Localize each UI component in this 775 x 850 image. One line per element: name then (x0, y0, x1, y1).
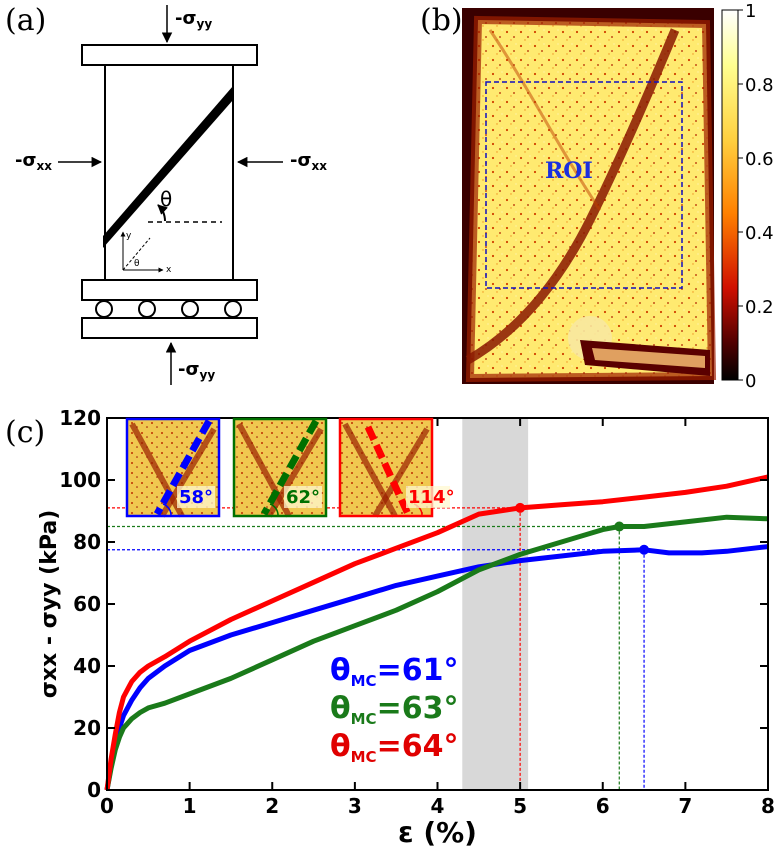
peak-marker-blue (639, 544, 650, 555)
inset-label-bg (177, 486, 215, 508)
top-plate (81, 44, 258, 66)
sigma-xx-left-label: -σxx (15, 150, 52, 173)
inset-frame (338, 417, 434, 518)
x-tick-label: 5 (513, 794, 527, 818)
x-tick-label: 1 (183, 794, 197, 818)
axis-theta-label: θ (134, 259, 140, 269)
peak-marker-red (515, 502, 526, 513)
secondary-band (488, 29, 602, 211)
mc-angle-labels: θMC=61°θMC=63°θMC=64° (330, 653, 458, 766)
x-tick-label: 8 (761, 794, 775, 818)
mc-angle-label: θMC=63° (330, 691, 458, 728)
x-tick-label: 7 (678, 794, 692, 818)
x-tick-label: 2 (265, 794, 279, 818)
shear-band (103, 86, 233, 248)
inset-frame (232, 417, 328, 518)
y-tick-label: 0 (87, 778, 101, 802)
inset-3: 114° (338, 417, 455, 518)
sigma-xx-right-label: -σxx (290, 150, 327, 173)
axis-x-label: x (166, 265, 172, 275)
axis-y-label: y (126, 231, 132, 241)
theta-label: θ (160, 187, 172, 211)
y-tick-label: 100 (59, 468, 101, 492)
inset-dashed-line (260, 419, 320, 516)
y-axis-label: σxx - σyy (kPa) (37, 510, 62, 699)
sample-edge (465, 15, 717, 383)
colorbar-tick-label: 0.8 (745, 75, 774, 96)
colorbar (721, 9, 739, 381)
peak-marker-green (614, 521, 625, 532)
x-axis-label: ε (%) (398, 816, 477, 849)
y-tick-label: 80 (73, 530, 101, 554)
inset-label-bg (284, 486, 322, 508)
panel-a-label: (a) (5, 3, 46, 38)
x-tick-label: 0 (100, 794, 114, 818)
colorbar-tick-label: 0.4 (745, 223, 774, 244)
inset-band (266, 427, 324, 518)
inset-label-bg (406, 486, 450, 508)
roi-box (485, 81, 683, 289)
bottom-plate (81, 279, 258, 301)
inset-angle-label: 62° (286, 487, 320, 508)
inset-2: 62° (232, 417, 328, 518)
mc-angle-label: θMC=64° (330, 729, 458, 766)
y-tick-label: 20 (73, 716, 101, 740)
inset-1: 58° (125, 417, 221, 518)
panel-b: (b) ROI 1 0.8 0.6 0.4 0.2 0 (420, 1, 774, 392)
series-line-red (104, 474, 769, 791)
sigma-yy-bottom-label: -σyy (178, 359, 215, 382)
theta-arc (157, 204, 168, 222)
sigma-yy-top-label: -σyy (175, 8, 212, 31)
colorbar-ticks: 1 0.8 0.6 0.4 0.2 0 (738, 1, 774, 392)
x-tick-label: 4 (431, 794, 445, 818)
y-tick-label: 40 (73, 654, 101, 678)
crack-band (465, 28, 680, 364)
y-tick-label: 60 (73, 592, 101, 616)
roller (224, 300, 242, 318)
inset-angle-label: 58° (179, 487, 213, 508)
roller (95, 300, 113, 318)
panel-c-label: (c) (5, 415, 45, 450)
inset-angle-label: 114° (408, 487, 455, 508)
base-plate (81, 317, 258, 339)
panel-b-label: (b) (420, 3, 463, 38)
inset-dashed-line (153, 419, 213, 516)
inset-band (159, 427, 217, 518)
roller (181, 300, 199, 318)
roi-label: ROI (545, 158, 593, 184)
bottom-bar-highlight (592, 348, 705, 368)
inset-images: 58° 62° 114° (125, 417, 455, 518)
inset-dashed-line (364, 425, 412, 516)
panel-a: (a) θ y x θ -σyy -σyy -σxx (5, 3, 327, 385)
shaded-band (462, 418, 529, 790)
inset-band (372, 427, 430, 518)
colorbar-tick-label: 0.2 (745, 297, 774, 318)
y-tick-label: 120 (59, 406, 101, 430)
colorbar-tick-label: 0.6 (745, 149, 774, 170)
x-tick-label: 6 (596, 794, 610, 818)
x-tick-label: 3 (348, 794, 362, 818)
axis-diagonal (122, 237, 151, 271)
mc-angle-label: θMC=61° (330, 653, 458, 690)
rollers (95, 300, 242, 318)
inset-frame (125, 417, 221, 518)
colorbar-tick-label: 0 (745, 371, 756, 392)
roller (138, 300, 156, 318)
colorbar-tick-label: 1 (745, 1, 756, 22)
